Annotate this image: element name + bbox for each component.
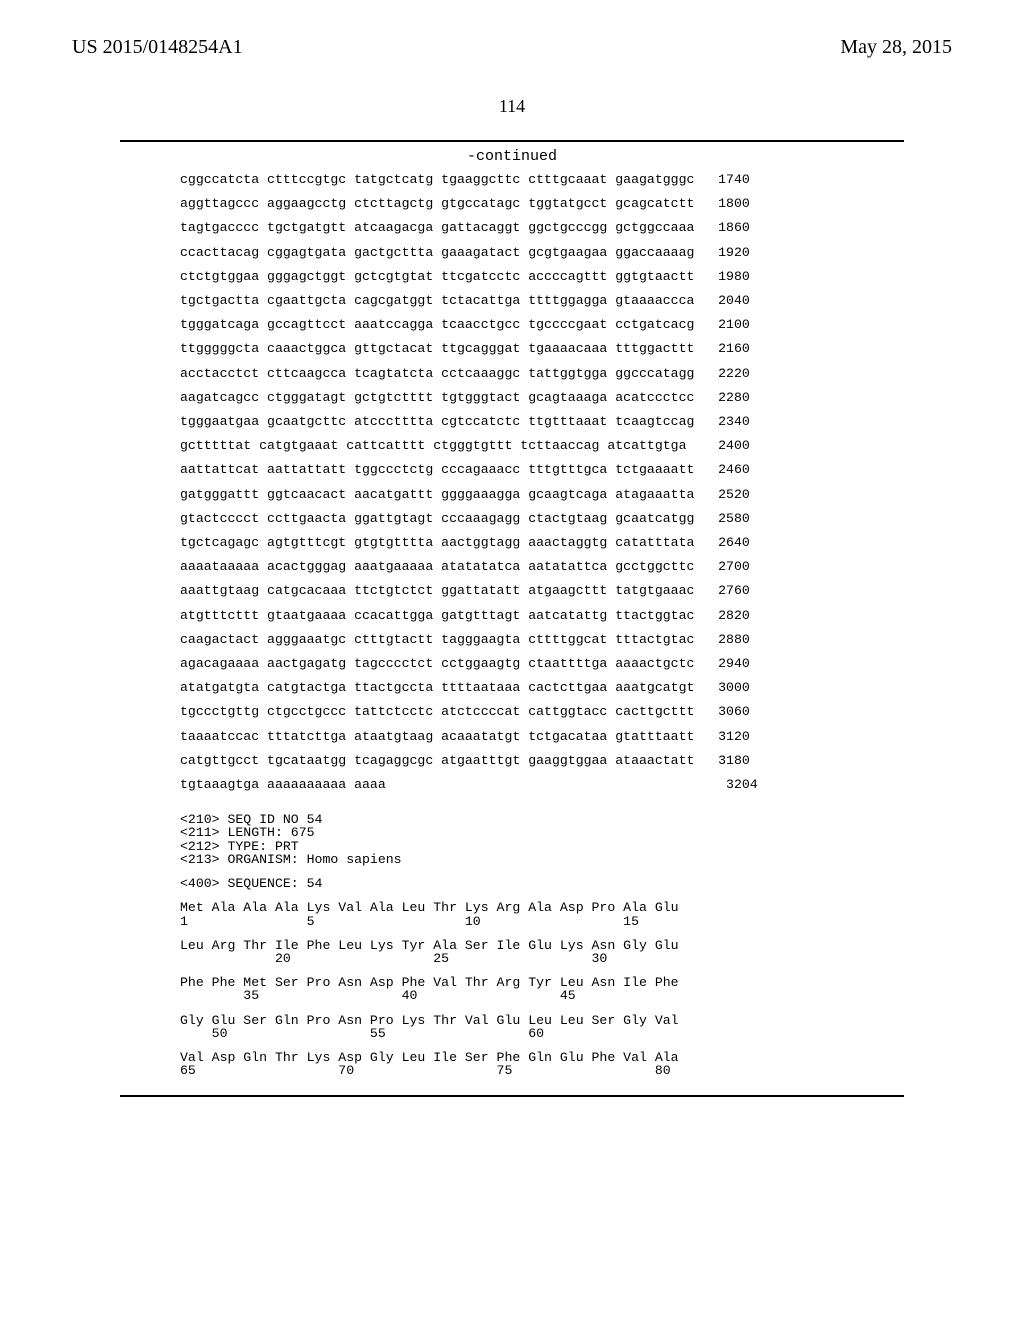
blank-line [180,598,904,609]
sequence-line: cggccatcta ctttccgtgc tatgctcatg tgaaggc… [180,173,904,186]
sequence-line: 65 70 75 80 [180,1064,904,1077]
sequence-line: aaattgtaag catgcacaaa ttctgtctct ggattat… [180,584,904,597]
sequence-line: aattattcat aattattatt tggccctctg cccagaa… [180,463,904,476]
header-pub-number: US 2015/0148254A1 [72,36,243,59]
sequence-line: ctctgtggaa gggagctggt gctcgtgtat ttcgatc… [180,270,904,283]
blank-line [180,791,904,802]
sequence-listing: cggccatcta ctttccgtgc tatgctcatg tgaaggc… [120,173,904,1077]
sequence-line: tgctcagagc agtgtttcgt gtgtgtttta aactggt… [180,536,904,549]
sequence-line: Met Ala Ala Ala Lys Val Ala Leu Thr Lys … [180,901,904,914]
sequence-listing-box: -continued cggccatcta ctttccgtgc tatgctc… [120,140,904,1097]
sequence-line: tgtaaagtga aaaaaaaaaa aaaa 3204 [180,778,904,791]
sequence-line: 1 5 10 15 [180,915,904,928]
sequence-line: ttgggggcta caaactggca gttgctacat ttgcagg… [180,342,904,355]
sequence-line: aggttagccc aggaagcctg ctcttagctg gtgccat… [180,197,904,210]
blank-line [180,1003,904,1014]
sequence-line: <400> SEQUENCE: 54 [180,877,904,890]
blank-line [180,235,904,246]
sequence-line: aaaataaaaa acactgggag aaatgaaaaa atatata… [180,560,904,573]
sequence-line: acctacctct cttcaagcca tcagtatcta cctcaaa… [180,367,904,380]
sequence-line: Leu Arg Thr Ile Phe Leu Lys Tyr Ala Ser … [180,939,904,952]
sequence-line: <213> ORGANISM: Homo sapiens [180,853,904,866]
sequence-line: atatgatgta catgtactga ttactgccta ttttaat… [180,681,904,694]
sequence-line: catgttgcct tgcataatgg tcagaggcgc atgaatt… [180,754,904,767]
header-date: May 28, 2015 [840,36,952,59]
sequence-line: taaaatccac tttatcttga ataatgtaag acaaata… [180,730,904,743]
continued-label: -continued [120,148,904,165]
sequence-line: aagatcagcc ctgggatagt gctgtctttt tgtgggt… [180,391,904,404]
sequence-line: tgctgactta cgaattgcta cagcgatggt tctacat… [180,294,904,307]
sequence-line: tagtgacccc tgctgatgtt atcaagacga gattaca… [180,221,904,234]
sequence-line: atgtttcttt gtaatgaaaa ccacattgga gatgttt… [180,609,904,622]
sequence-line: ccacttacag cggagtgata gactgcttta gaaagat… [180,246,904,259]
sequence-line: tgccctgttg ctgcctgccc tattctcctc atctccc… [180,705,904,718]
sequence-line: gctttttat catgtgaaat cattcatttt ctgggtgt… [180,439,904,452]
blank-line [180,356,904,367]
sequence-line: Gly Glu Ser Gln Pro Asn Pro Lys Thr Val … [180,1014,904,1027]
sequence-line: <211> LENGTH: 675 [180,826,904,839]
sequence-line: agacagaaaa aactgagatg tagcccctct cctggaa… [180,657,904,670]
sequence-line: caagactact agggaaatgc ctttgtactt tagggaa… [180,633,904,646]
sequence-line: gtactcccct ccttgaacta ggattgtagt cccaaag… [180,512,904,525]
sequence-line: 20 25 30 [180,952,904,965]
sequence-line: <212> TYPE: PRT [180,840,904,853]
sequence-line: 35 40 45 [180,989,904,1002]
sequence-line: tgggaatgaa gcaatgcttc atccctttta cgtccat… [180,415,904,428]
blank-line [180,477,904,488]
sequence-line: tgggatcaga gccagttcct aaatccagga tcaacct… [180,318,904,331]
sequence-line: 50 55 60 [180,1027,904,1040]
page-number: 114 [0,96,1024,117]
sequence-line: gatgggattt ggtcaacact aacatgattt ggggaaa… [180,488,904,501]
page: US 2015/0148254A1 May 28, 2015 114 -cont… [0,0,1024,1320]
